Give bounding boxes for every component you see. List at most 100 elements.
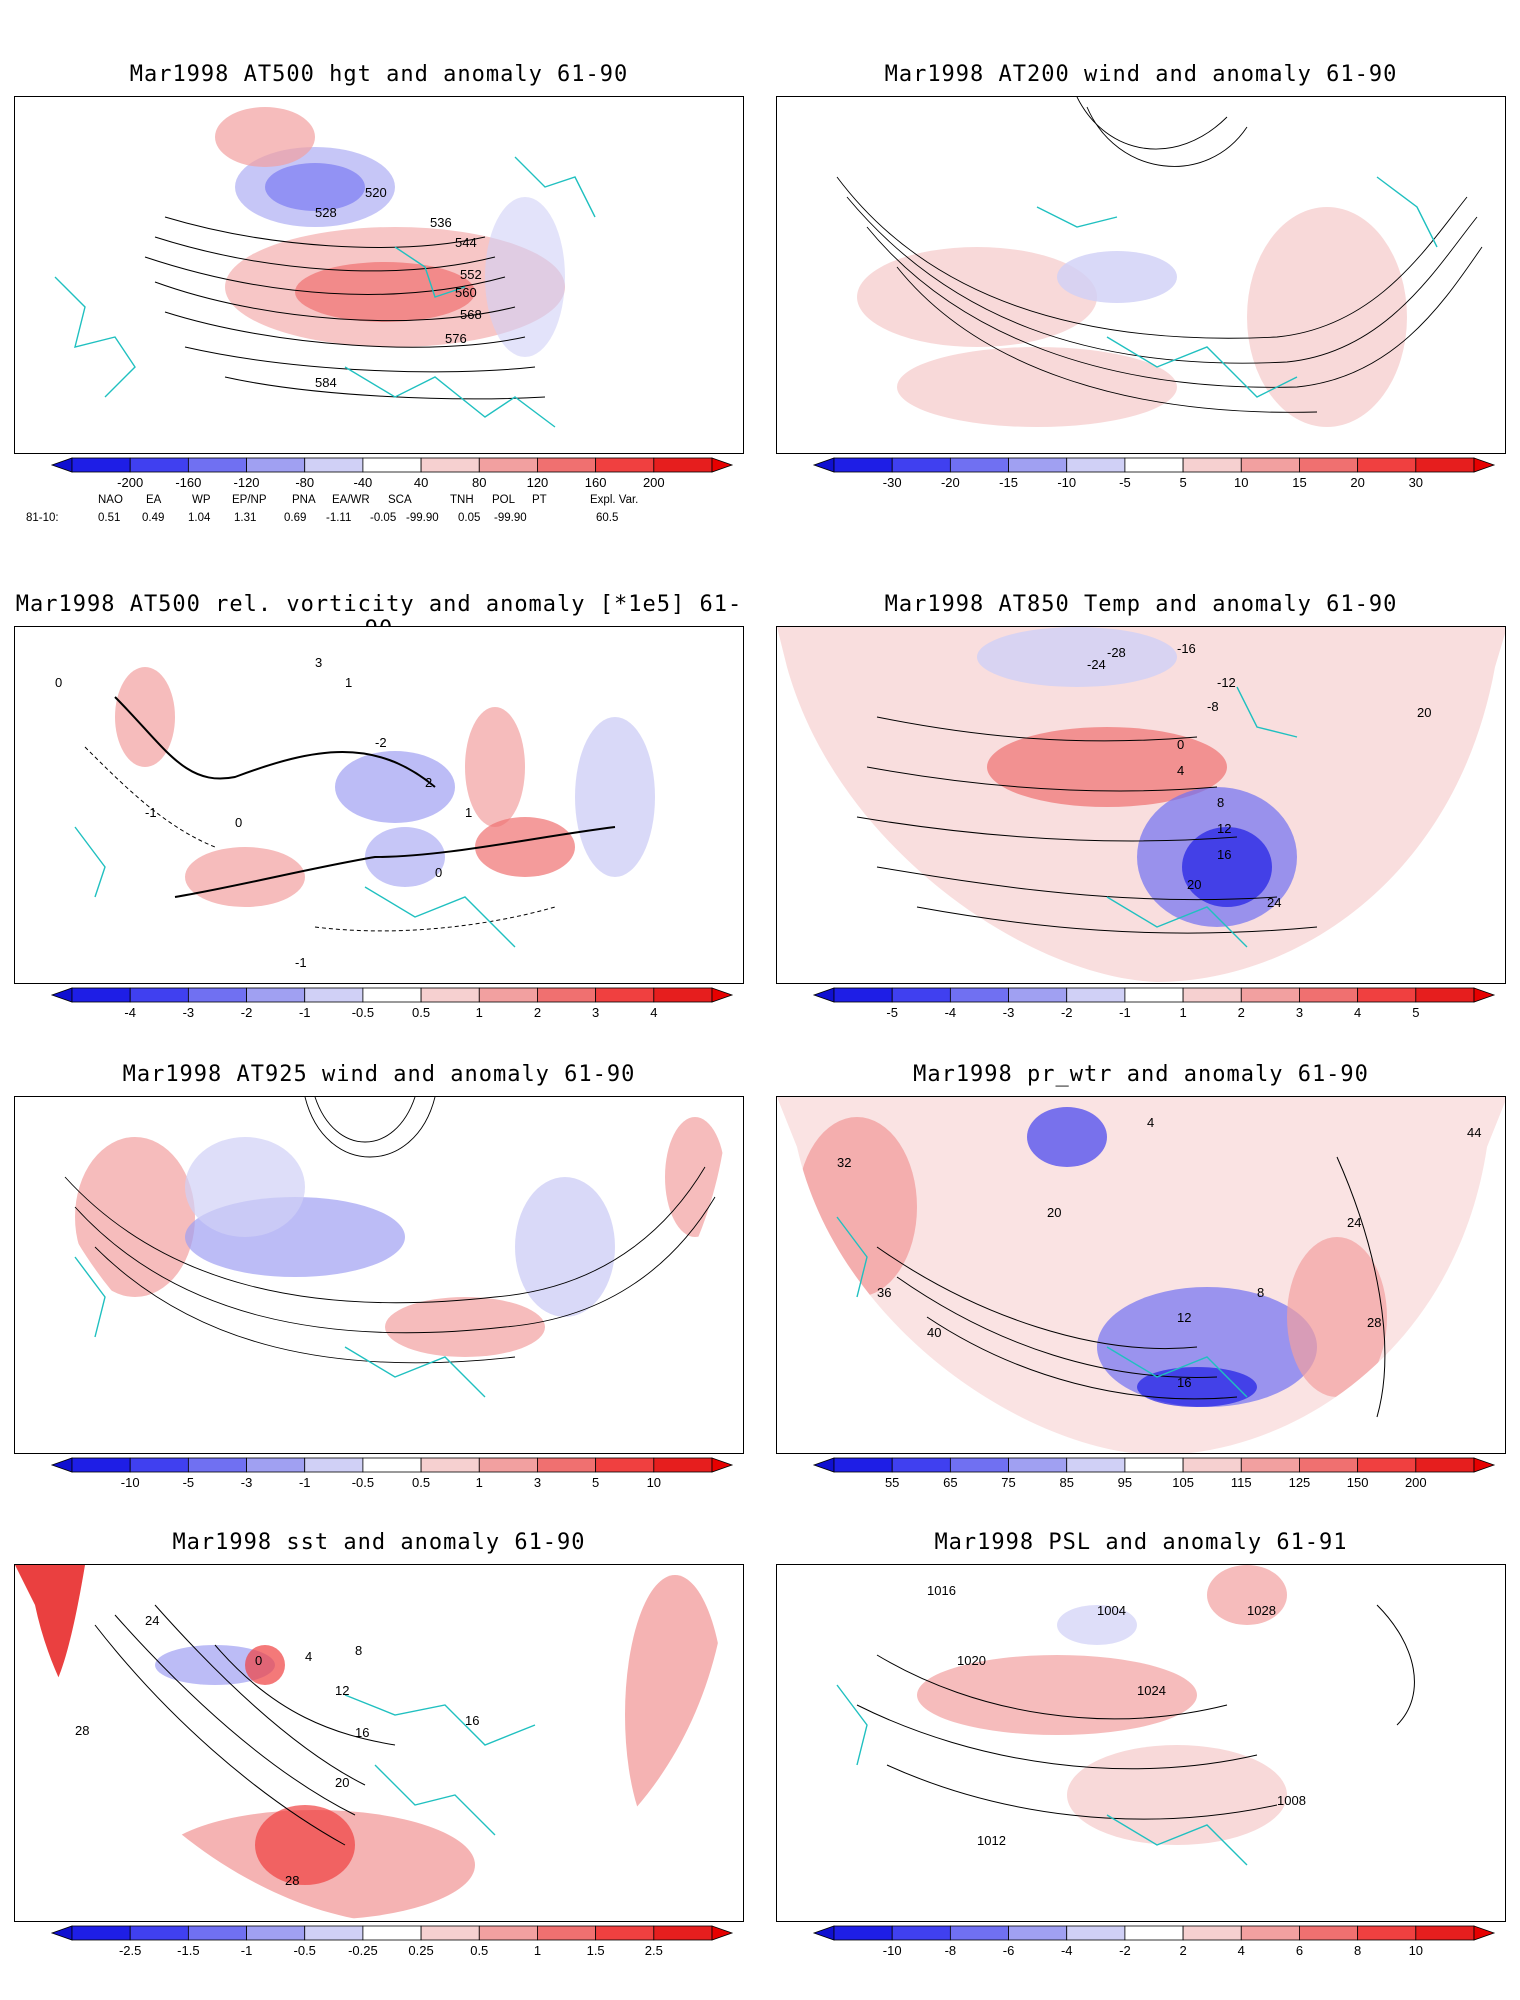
colorbar-segment (891, 1457, 951, 1473)
colorbar-segment (1415, 987, 1475, 1003)
colorbar-tick-label: 0.5 (470, 1943, 488, 1958)
colorbar-segment (246, 1457, 306, 1473)
contour-label: 1008 (1277, 1793, 1306, 1808)
colorbar: -30 -20 -15 -10 -5 5 10 15 20 30 (812, 457, 1496, 498)
value: -0.05 (370, 512, 397, 524)
colorbar-tick-label: 15 (1292, 475, 1306, 490)
colorbar-segment (537, 1457, 597, 1473)
contour-label: 16 (355, 1725, 369, 1740)
colorbar-segment (1124, 1925, 1184, 1941)
colorbar-segment (1415, 457, 1475, 473)
colorbar-tick-label: 80 (472, 475, 486, 490)
contour-label: 20 (335, 1775, 349, 1790)
colorbar-tick-label: 2 (1238, 1005, 1245, 1020)
colorbar-tick-label: 8 (1354, 1943, 1361, 1958)
colorbar-right-arrow (1473, 1457, 1496, 1473)
colorbar-segment (595, 1457, 655, 1473)
colorbar-tick-label: 65 (943, 1475, 957, 1490)
colorbar-segment (304, 987, 364, 1003)
contour-label: 12 (1177, 1310, 1191, 1325)
colorbar-segment (949, 457, 1009, 473)
colorbar-svg: -10 -5 -3 -1 -0.5 0.5 1 3 5 10 (50, 1457, 734, 1490)
value: 0.05 (458, 512, 481, 524)
contour-label: 1024 (1137, 1683, 1166, 1698)
contour-label: 576 (445, 331, 467, 346)
colorbar-tick-label: -3 (1003, 1005, 1015, 1020)
colorbar-segment (71, 1457, 131, 1473)
panel-title: Mar1998 AT200 wind and anomaly 61-90 (884, 62, 1398, 87)
colorbar-left-arrow (812, 1925, 835, 1941)
colorbar-segment (246, 987, 306, 1003)
contour-label: 40 (927, 1325, 941, 1340)
colorbar-segment (1182, 1457, 1242, 1473)
colorbar-svg: -10 -8 -6 -4 -2 2 4 6 8 10 (812, 1925, 1496, 1958)
panel-500hgt: Mar1998 AT500 hgt and anomaly 61-90 (14, 62, 744, 532)
colorbar-tick-label: 4 (1354, 1005, 1361, 1020)
colorbar-tick-label: -2.5 (119, 1943, 141, 1958)
map-plot (15, 1097, 743, 1453)
contour-label: 32 (837, 1155, 851, 1170)
colorbar-right-arrow (711, 1457, 734, 1473)
contour-label: 8 (1217, 795, 1224, 810)
colorbar-right-arrow (1473, 1925, 1496, 1941)
colorbar-segment (1299, 987, 1359, 1003)
colorbar-tick-label: 200 (643, 475, 665, 490)
colorbar-segment (362, 987, 422, 1003)
colorbar-left-arrow (812, 457, 835, 473)
panel-title: Mar1998 PSL and anomaly 61-91 (934, 1530, 1348, 1555)
contour-label: 16 (1177, 1375, 1191, 1390)
colorbar-tick-label: 1 (534, 1943, 541, 1958)
colorbar-segment (833, 987, 893, 1003)
contour-label: 552 (460, 267, 482, 282)
colorbar-segment (362, 457, 422, 473)
colorbar-tick-label: 20 (1350, 475, 1364, 490)
contour-label: 520 (365, 185, 387, 200)
colorbar-segment (129, 1457, 189, 1473)
colorbar-segment (1066, 987, 1126, 1003)
colorbar-tick-label: -1 (299, 1005, 311, 1020)
colorbar-tick-label: 200 (1405, 1475, 1427, 1490)
colorbar-segment (187, 1457, 247, 1473)
contour-label: 20 (1417, 705, 1431, 720)
colorbar-left-arrow (812, 987, 835, 1003)
colorbar-tick-label: 0.25 (408, 1943, 433, 1958)
colorbar-segment (1415, 1925, 1475, 1941)
map-plot: 0 -1 -2 1 2 3 0 -1 0 1 (15, 627, 743, 983)
map-plot: 24 28 0 4 8 12 16 20 28 16 (15, 1565, 743, 1921)
colorbar-segment (478, 1925, 538, 1941)
colorbar-segment (187, 457, 247, 473)
contour-label: 0 (1177, 737, 1184, 752)
colorbar-segment (949, 1457, 1009, 1473)
colorbar-segment (1182, 457, 1242, 473)
value: 1.04 (188, 512, 211, 524)
contour-label: 4 (305, 1649, 312, 1664)
colorbar-segment (537, 1925, 597, 1941)
contour-label: 24 (1267, 895, 1281, 910)
contour-label: -12 (1217, 675, 1236, 690)
value: -99.90 (406, 512, 439, 524)
colorbar-segment (1008, 987, 1068, 1003)
colorbar-tick-label: 1.5 (587, 1943, 605, 1958)
colorbar-tick-label: -200 (117, 475, 143, 490)
header: NAO (98, 494, 123, 506)
contour-label: 24 (1347, 1215, 1361, 1230)
colorbar-tick-label: 1 (1179, 1005, 1186, 1020)
colorbar-tick-label: -10 (883, 1943, 902, 1958)
contour-label: 24 (145, 1613, 159, 1628)
colorbar-segment (362, 1925, 422, 1941)
colorbar-segment (478, 457, 538, 473)
colorbar-tick-label: -120 (234, 475, 260, 490)
colorbar-tick-label: 3 (1296, 1005, 1303, 1020)
colorbar-segment (653, 987, 713, 1003)
colorbar-segment (653, 1925, 713, 1941)
contour-label: 44 (1467, 1125, 1481, 1140)
colorbar-tick-label: -4 (945, 1005, 957, 1020)
colorbar-segment (420, 1925, 480, 1941)
colorbar-tick-label: -4 (124, 1005, 136, 1020)
map-frame: 24 28 0 4 8 12 16 20 28 16 (14, 1564, 744, 1922)
colorbar-tick-label: 5 (592, 1475, 599, 1490)
colorbar-segment (1299, 1925, 1359, 1941)
colorbar-tick-label: 0.5 (412, 1005, 430, 1020)
colorbar-segment (362, 1457, 422, 1473)
header: EA (146, 494, 162, 506)
